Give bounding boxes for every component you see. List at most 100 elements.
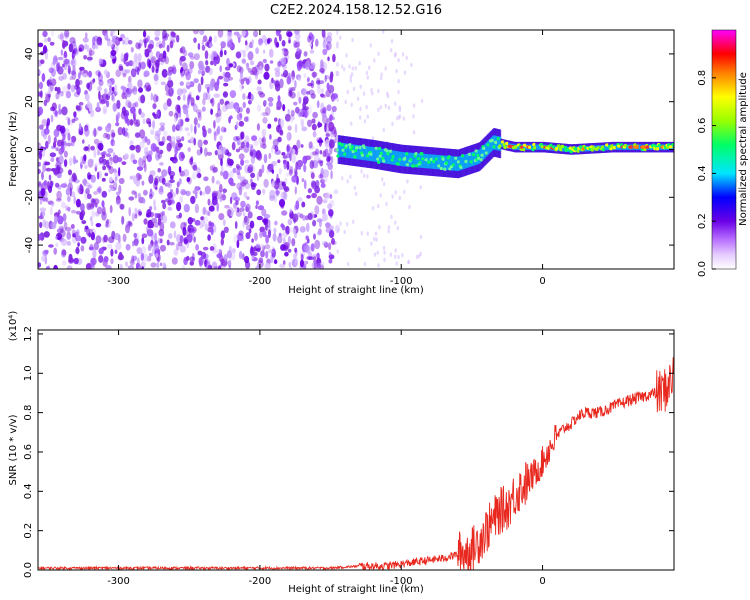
noise-blob xyxy=(39,207,46,212)
noise-blob xyxy=(155,146,160,153)
trace-core xyxy=(417,153,419,168)
noise-blob xyxy=(84,164,88,169)
noise-blob xyxy=(415,254,419,260)
trace-core xyxy=(450,156,452,171)
noise-blob xyxy=(298,76,301,82)
noise-blob xyxy=(394,254,397,259)
noise-blob xyxy=(263,71,270,80)
noise-blob xyxy=(65,142,72,147)
noise-blob xyxy=(119,263,123,269)
noise-blob xyxy=(185,229,190,238)
noise-blob xyxy=(233,234,238,244)
noise-blob xyxy=(183,222,188,227)
noise-blob xyxy=(234,221,238,229)
noise-blob xyxy=(197,112,202,121)
noise-blob xyxy=(278,232,282,237)
noise-blob xyxy=(264,244,271,250)
noise-blob xyxy=(116,191,120,196)
noise-blob xyxy=(183,238,188,245)
noise-blob xyxy=(156,109,162,119)
noise-blob xyxy=(84,124,89,132)
noise-blob xyxy=(205,92,211,101)
noise-blob xyxy=(228,177,234,185)
trace-core xyxy=(430,154,433,169)
noise-blob xyxy=(80,236,87,244)
noise-blob xyxy=(115,199,122,206)
noise-blob xyxy=(204,185,211,195)
noise-blob xyxy=(294,186,297,195)
noise-blob xyxy=(279,78,284,89)
trace-core xyxy=(365,146,368,161)
noise-blob xyxy=(231,141,236,151)
noise-blob xyxy=(69,187,72,197)
noise-blob xyxy=(297,166,301,170)
noise-blob xyxy=(110,30,116,35)
noise-blob xyxy=(268,152,272,160)
noise-blob xyxy=(89,243,94,250)
noise-blob xyxy=(89,264,95,269)
noise-blob xyxy=(289,91,296,99)
noise-blob xyxy=(295,106,300,114)
noise-blob xyxy=(77,72,81,80)
noise-blob xyxy=(313,154,320,162)
noise-blob xyxy=(40,187,46,197)
noise-blob xyxy=(220,41,226,49)
noise-blob xyxy=(71,209,77,214)
noise-blob xyxy=(38,183,44,188)
y-tick-label: 0.6 xyxy=(23,444,34,460)
noise-blob xyxy=(232,167,237,174)
noise-blob xyxy=(377,263,380,268)
trace-core xyxy=(408,152,410,167)
trace-core xyxy=(412,152,414,168)
noise-blob xyxy=(222,71,226,79)
noise-blob xyxy=(43,128,50,135)
snr-marks xyxy=(38,357,674,570)
noise-blob xyxy=(296,159,304,168)
noise-blob xyxy=(127,265,134,269)
noise-blob xyxy=(403,70,407,75)
noise-blob xyxy=(86,82,90,90)
trace-core xyxy=(505,142,508,148)
noise-blob xyxy=(142,160,147,169)
noise-blob xyxy=(75,78,80,88)
snr-y-multiplier: (x10⁴) xyxy=(8,311,19,342)
noise-blob xyxy=(308,89,315,96)
noise-blob xyxy=(84,127,90,137)
noise-blob xyxy=(208,36,213,42)
noise-blob xyxy=(206,151,213,156)
noise-blob xyxy=(194,186,201,191)
noise-blob xyxy=(175,104,180,112)
noise-blob xyxy=(69,37,76,44)
noise-blob xyxy=(319,93,325,98)
trace-core xyxy=(440,155,442,170)
noise-blob xyxy=(115,69,121,78)
noise-blob xyxy=(327,203,332,210)
trace-core xyxy=(605,144,608,151)
noise-blob xyxy=(408,204,411,210)
noise-blob xyxy=(222,219,226,226)
trace-core xyxy=(413,153,416,168)
noise-blob xyxy=(266,169,271,175)
noise-blob xyxy=(263,213,271,219)
noise-blob xyxy=(173,230,177,239)
trace-core xyxy=(500,141,502,147)
noise-blob xyxy=(242,212,246,217)
noise-blob xyxy=(205,60,209,66)
noise-blob xyxy=(113,141,116,146)
noise-blob xyxy=(223,254,228,262)
noise-blob xyxy=(77,242,80,247)
noise-blob xyxy=(48,84,53,94)
noise-blob xyxy=(80,203,85,212)
trace-core xyxy=(461,155,463,170)
noise-blob xyxy=(295,170,298,177)
noise-blob xyxy=(112,181,118,191)
noise-blob xyxy=(133,232,137,238)
noise-blob xyxy=(143,218,148,225)
noise-blob xyxy=(54,110,58,117)
noise-blob xyxy=(187,52,194,58)
noise-blob xyxy=(328,84,335,94)
noise-blob xyxy=(168,110,174,117)
noise-blob xyxy=(138,211,142,216)
noise-blob xyxy=(43,231,50,238)
noise-blob xyxy=(189,261,195,266)
